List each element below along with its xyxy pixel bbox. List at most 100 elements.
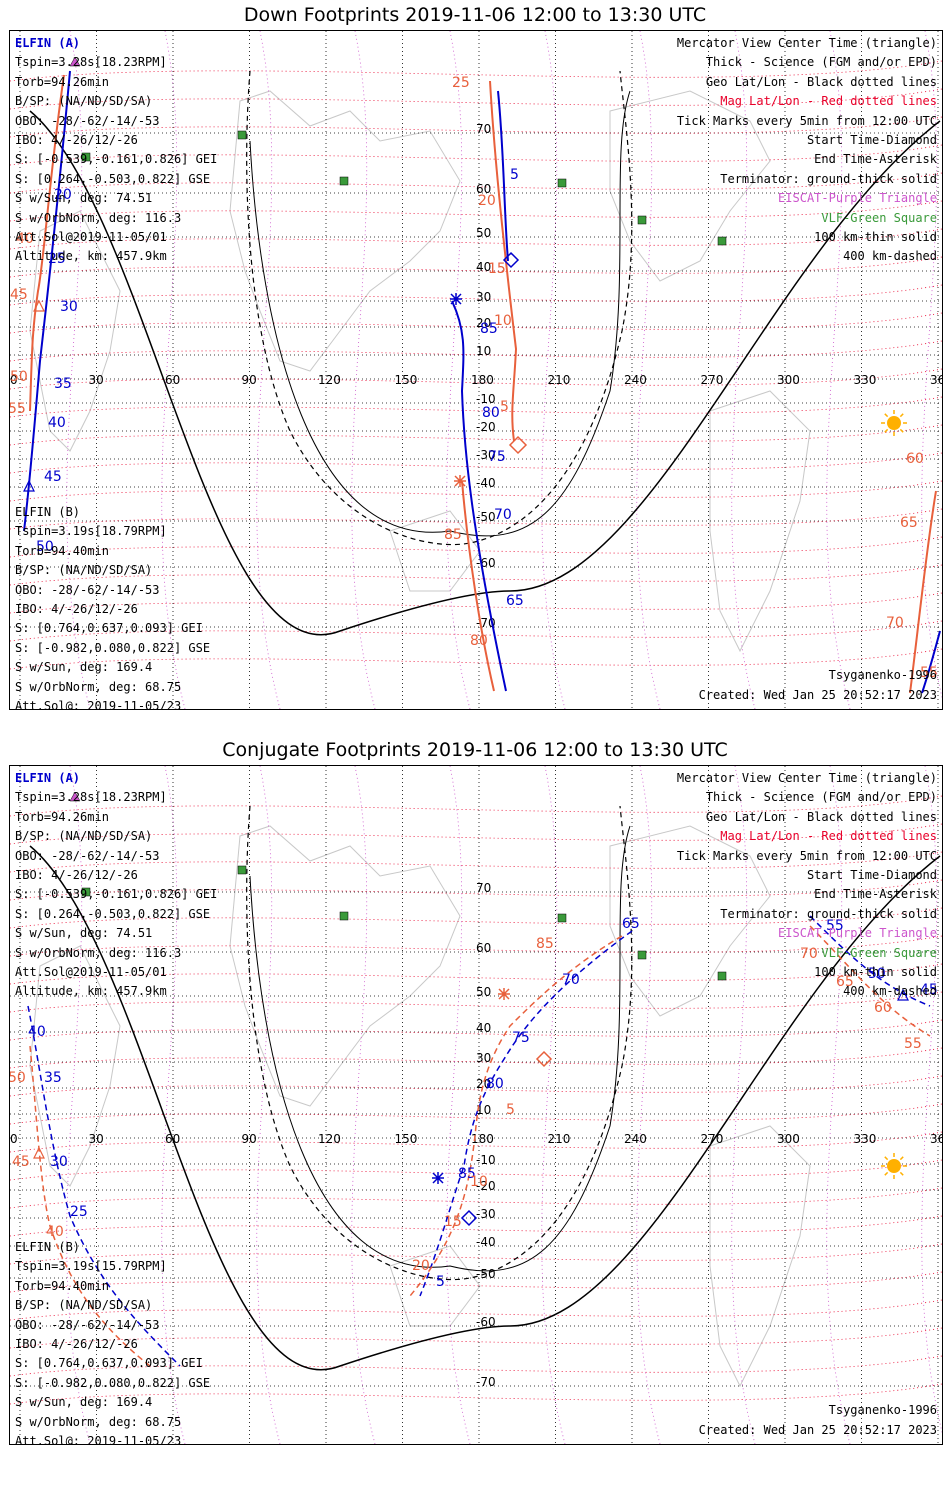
elfin-b-tick-label: 70 bbox=[800, 946, 818, 962]
continent-outline bbox=[709, 390, 811, 653]
info-line: Torb=94.26min bbox=[15, 809, 109, 824]
elfin-a-tick-label: 65 bbox=[622, 916, 640, 932]
elfin-b-tick-label: 10 bbox=[470, 1174, 488, 1190]
lon-label: 90 bbox=[242, 1132, 257, 1146]
info-line: S w/Sun, deg: 74.51 bbox=[15, 191, 153, 206]
lat-label: 30 bbox=[476, 290, 491, 304]
lon-label: 300 bbox=[777, 1132, 800, 1146]
map-canvas: 0 30 60 90 120 150 180 210 240 270 300 330 360 70 60 50… bbox=[10, 31, 942, 709]
continent-outline bbox=[29, 210, 121, 452]
map-canvas: 0 30 60 90 120 150 180 210 240 270 300 330 360 70 60 50… bbox=[10, 766, 942, 1444]
start-diamond-icon bbox=[508, 435, 528, 455]
info-line: 400 km-dashed bbox=[843, 249, 937, 264]
continent-outline bbox=[229, 825, 461, 1107]
elfin-a-tick-label: 30 bbox=[50, 1154, 68, 1170]
sun-ray bbox=[899, 428, 904, 433]
elfin-a-info: ELFIN (A) Tspin=3.28s[18.23RPM] Torb=94.2… bbox=[15, 34, 217, 267]
elfin-a-tick-label: 85 bbox=[480, 321, 498, 337]
info-line: OBO: -28/-62/-14/-53 bbox=[15, 582, 160, 597]
vlf-square-icon bbox=[557, 178, 567, 188]
info-line: VLF-Green Square bbox=[821, 210, 937, 225]
info-line: B/SP: (NA/ND/SD/SA) bbox=[15, 829, 153, 844]
elfin-a-tick-label: 80 bbox=[486, 1076, 504, 1092]
lon-label: 240 bbox=[624, 1132, 647, 1146]
mag-lon-line bbox=[636, 31, 661, 709]
elfin-a-tick-label: 20 bbox=[54, 187, 72, 203]
elfin-a-tick-label: 40 bbox=[48, 415, 66, 431]
start-diamond-icon bbox=[535, 1050, 553, 1068]
lat-label: 50 bbox=[476, 226, 491, 240]
elfin-b-tick-label: 45 bbox=[10, 287, 28, 303]
vlf-square-icon bbox=[237, 865, 247, 875]
elfin-b-tick-label: 45 bbox=[12, 1154, 30, 1170]
lon-label: 120 bbox=[318, 373, 341, 387]
vlf-square-icon bbox=[81, 152, 91, 162]
info-line: IBO: 4/-26/12/-26 bbox=[15, 1337, 138, 1352]
lat-label: 70 bbox=[476, 881, 491, 895]
info-line: Att.Sol@: 2019-11-05/23 bbox=[15, 699, 182, 710]
elfin-b-tick-label: 10 bbox=[494, 313, 512, 329]
mag-lon-line bbox=[351, 31, 376, 709]
elfin-a-track-left bbox=[27, 1005, 181, 1367]
sun-ray bbox=[899, 413, 904, 418]
elfin-b-track-center bbox=[461, 480, 495, 692]
elfin-b-tick-label: 50 bbox=[10, 369, 28, 385]
info-line: Created: Wed Jan 25 20:52:17 2023 bbox=[698, 1422, 937, 1437]
elfin-b-tick-label: 50 bbox=[10, 1070, 26, 1086]
info-line: S w/Sun, deg: 74.51 bbox=[15, 926, 153, 941]
sun-ray bbox=[884, 428, 889, 433]
info-line: EISCAT-Purple Triangle bbox=[778, 926, 937, 941]
info-line: S w/OrbNorm, deg: 116.3 bbox=[15, 945, 182, 960]
lat-label: -70 bbox=[476, 1375, 496, 1389]
elfin-a-info: ELFIN (A) Tspin=3.28s[18.23RPM] Torb=94.2… bbox=[15, 769, 217, 1002]
mag-lon-line bbox=[446, 31, 471, 709]
info-line: Start Time-Diamond bbox=[806, 133, 937, 148]
elfin-b-tick-label: 65 bbox=[900, 515, 918, 531]
panel-title-conjugate: Conjugate Footprints 2019-11-06 12:00 to… bbox=[222, 739, 728, 761]
lat-label: -20 bbox=[476, 420, 496, 434]
info-line: Mercator View Center Time (triangle) bbox=[676, 36, 937, 50]
info-line: S w/Sun, deg: 169.4 bbox=[15, 660, 153, 675]
lon-label: 270 bbox=[701, 373, 724, 387]
info-line: S: [-0.539,-0.161,0.826] GEI bbox=[15, 887, 218, 902]
lat-label: 50 bbox=[476, 985, 491, 999]
info-line: End Time-Asterisk bbox=[814, 887, 937, 902]
sun-ray bbox=[884, 413, 889, 418]
info-line: S w/Sun, deg: 169.4 bbox=[15, 1395, 153, 1410]
elfin-b-header: ELFIN (B) bbox=[15, 1240, 81, 1254]
eiscat-triangle-icon bbox=[69, 56, 81, 67]
map-legend: Mercator View Center Time (triangle) Thic… bbox=[677, 769, 937, 1002]
info-line: Torb=94.40min bbox=[15, 1278, 109, 1293]
elfin-b-tick-label: 15 bbox=[444, 1214, 462, 1230]
elfin-a-track-right bbox=[921, 630, 941, 694]
mag-lon-line bbox=[826, 31, 851, 709]
terminator-100km bbox=[249, 90, 631, 537]
elfin-b-track-center bbox=[489, 80, 518, 442]
elfin-b-tick-label: 85 bbox=[444, 527, 462, 543]
info-line: S: [0.264,-0.503,0.822] GSE bbox=[15, 906, 211, 921]
lat-label: 40 bbox=[476, 260, 491, 274]
elfin-b-tick-label: 20 bbox=[478, 193, 496, 209]
info-line: Torb=94.40min bbox=[15, 543, 109, 558]
mag-lon-line bbox=[541, 766, 566, 1444]
elfin-a-tick-label: 70 bbox=[562, 972, 580, 988]
lon-label: 120 bbox=[318, 1132, 341, 1146]
info-line: Tick Marks every 5min from 12:00 UTC bbox=[676, 113, 937, 128]
lon-label: 180 bbox=[471, 373, 494, 387]
info-line: B/SP: (NA/ND/SD/SA) bbox=[15, 563, 153, 578]
lat-label: 40 bbox=[476, 1021, 491, 1035]
info-line: Geo Lat/Lon - Black dotted lines bbox=[705, 74, 937, 89]
info-line: 100 km-thin solid bbox=[814, 965, 937, 980]
elfin-a-tick-label: 55 bbox=[826, 918, 844, 934]
vlf-square-icon bbox=[81, 887, 91, 897]
lat-label: -10 bbox=[476, 392, 496, 406]
info-line: Thick - Science (FGM and/or EPD) bbox=[705, 55, 937, 70]
elfin-b-tick-label: 15 bbox=[488, 261, 506, 277]
info-line: VLF-Green Square bbox=[821, 945, 937, 960]
info-line: Att.Sol@2019-11-05/01 bbox=[15, 965, 167, 980]
map-footer: Tsyganenko-1996 Created: Wed Jan 25 20:52… bbox=[699, 1401, 937, 1440]
elfin-b-tick-label: 25 bbox=[452, 75, 470, 91]
vlf-square-icon bbox=[717, 971, 727, 981]
info-line: Altitude, km: 457.9km bbox=[15, 984, 167, 999]
map-panel-down-footprints: 0 30 60 90 120 150 180 210 240 270 300 330 360 70 60 50… bbox=[9, 30, 943, 710]
